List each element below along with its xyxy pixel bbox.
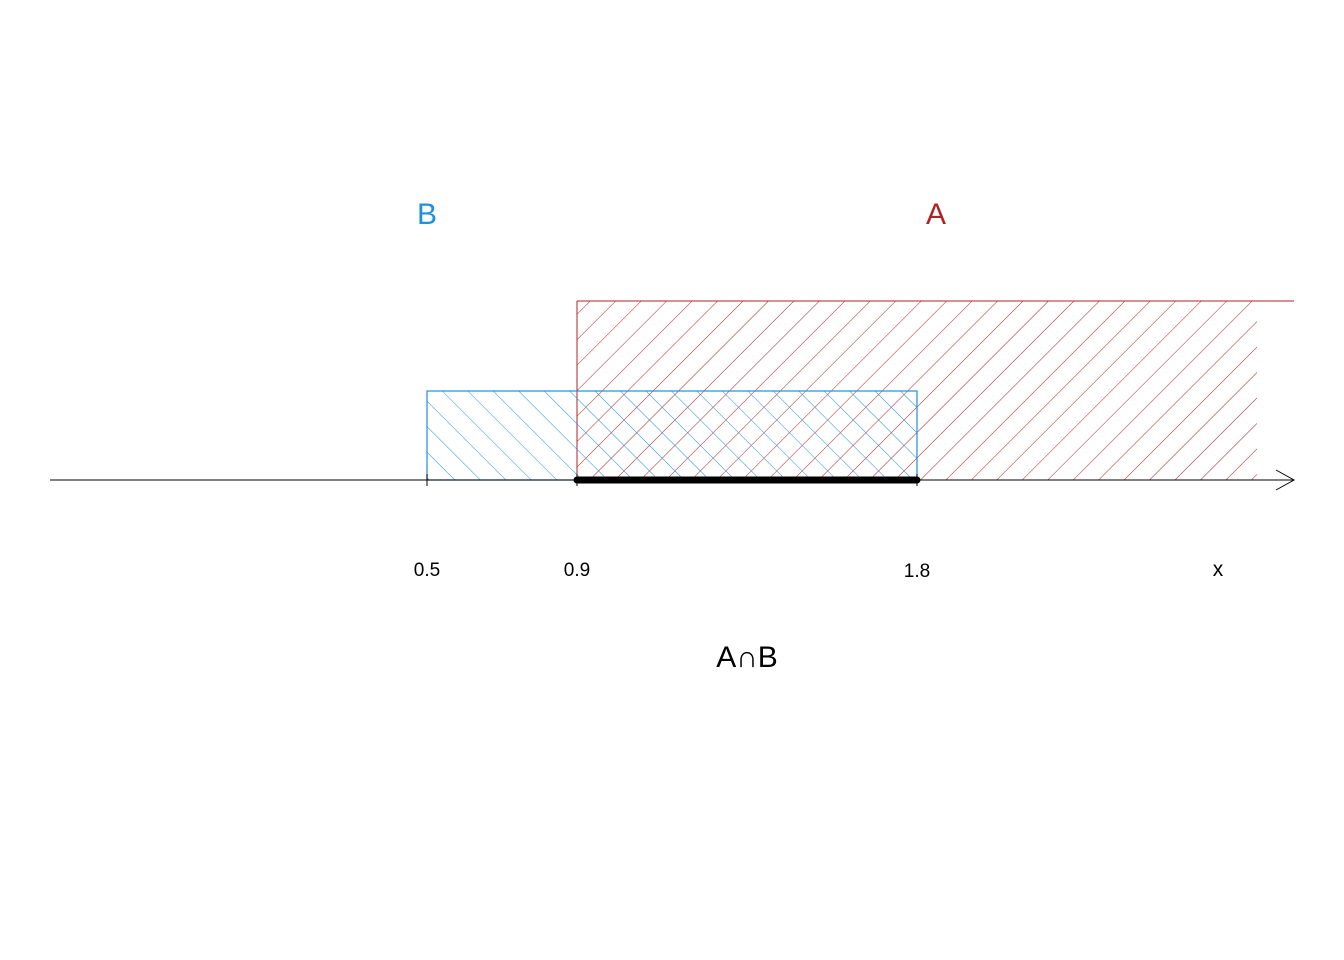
tick-label-0-9: 0.9 [564, 560, 590, 581]
axis-arrow-icon [1275, 469, 1296, 491]
set-b-label: B [417, 198, 437, 231]
tick-label-0-5: 0.5 [414, 560, 440, 581]
axis-variable-label: x [1213, 558, 1224, 581]
set-b-hatch [426, 390, 918, 481]
tick-label-1-8: 1.8 [904, 561, 930, 582]
set-b-region [426, 390, 918, 481]
intersection-label: A∩B [716, 641, 778, 674]
set-a-label: A [926, 198, 946, 231]
